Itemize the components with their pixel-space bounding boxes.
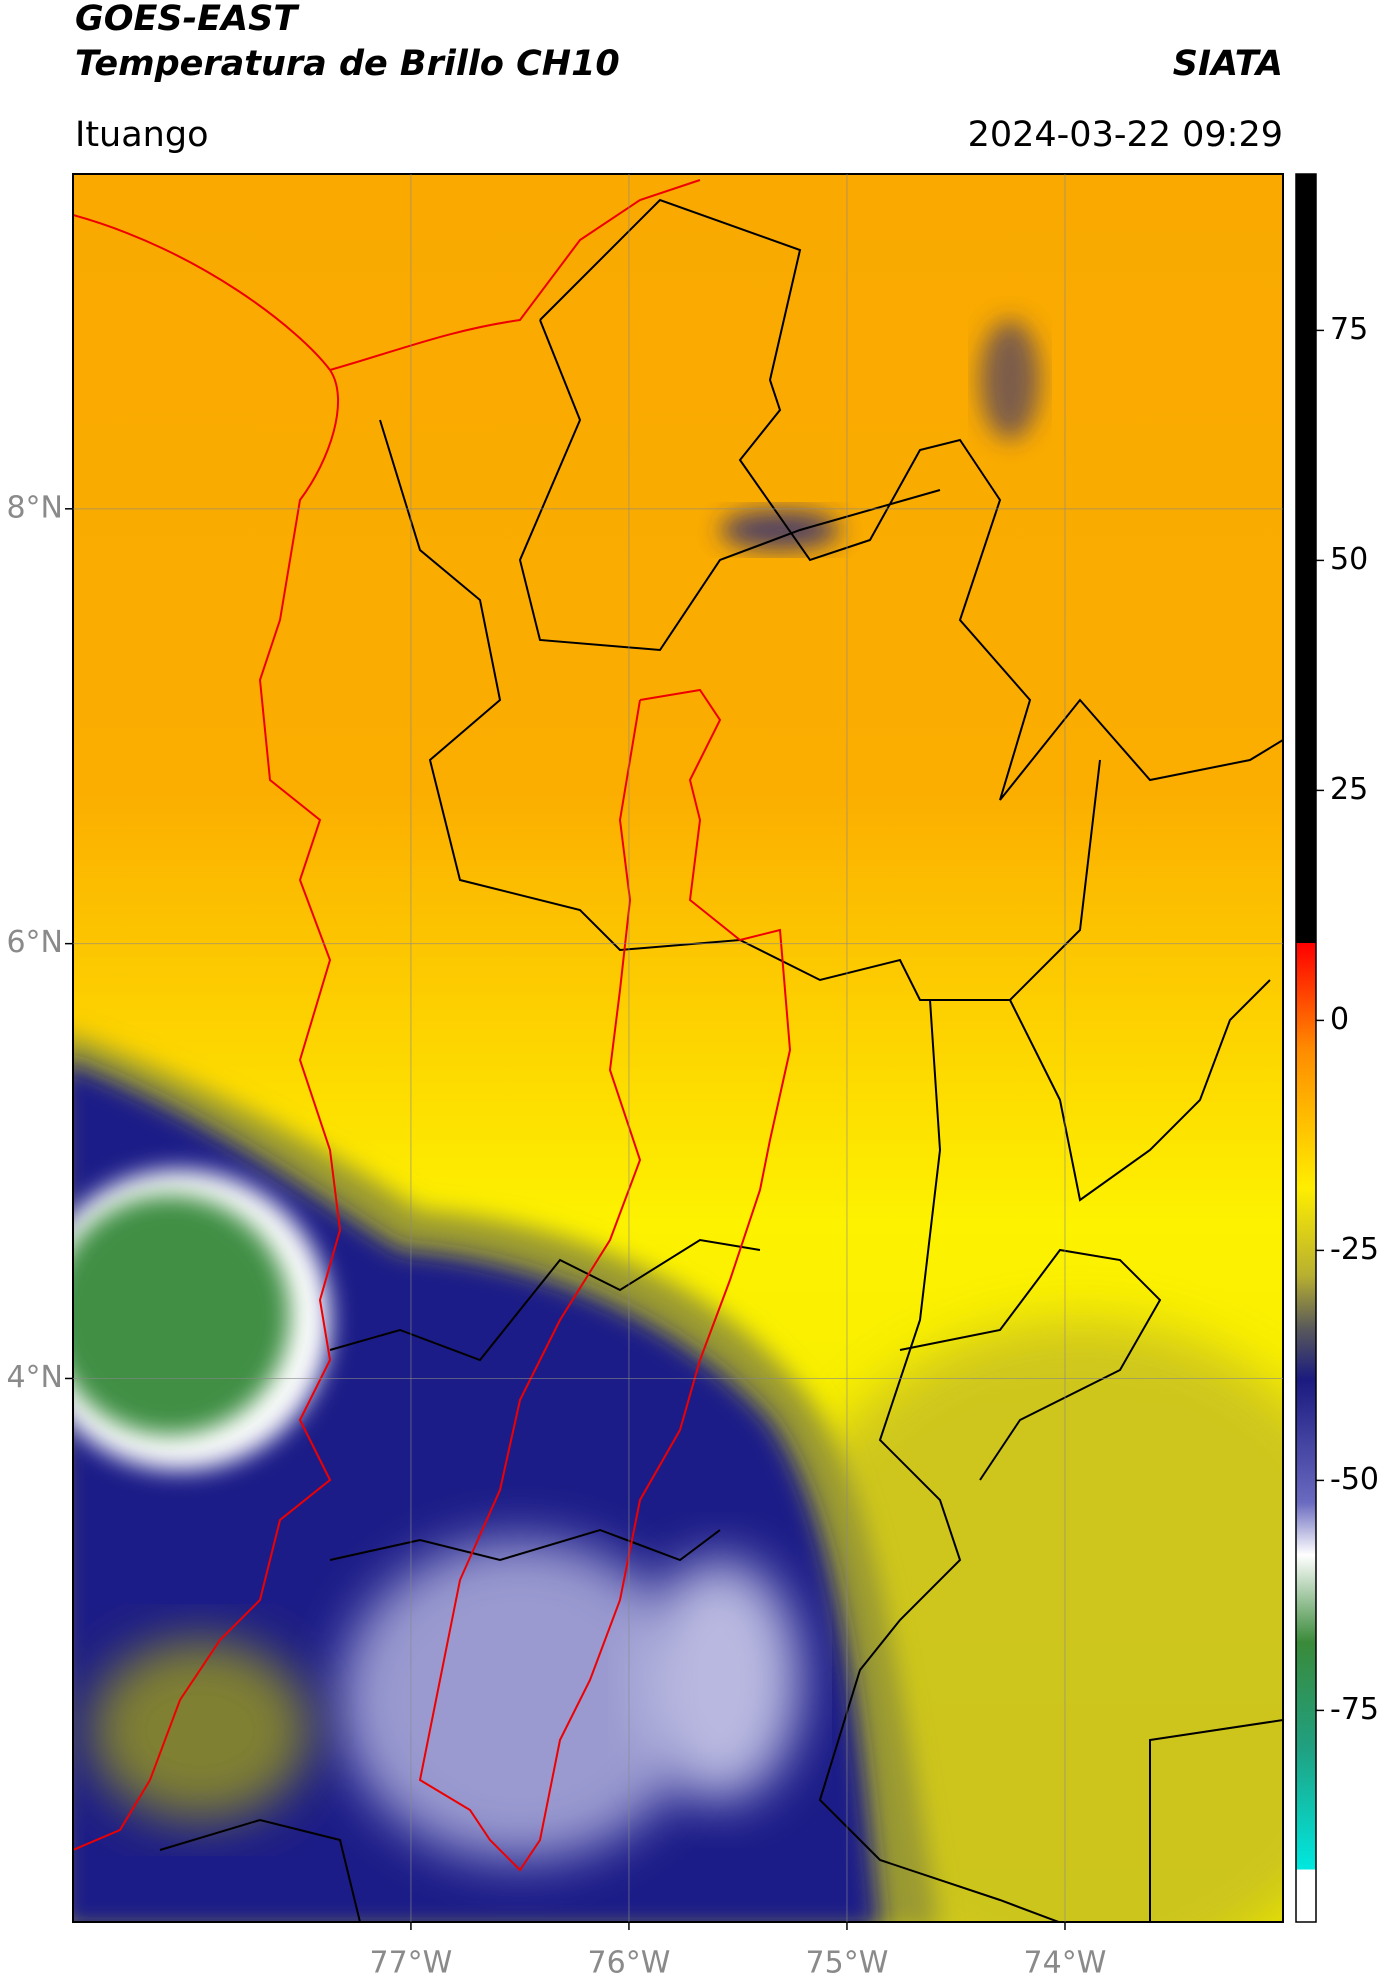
satellite-image	[73, 174, 1283, 1922]
x-tick-label: 77°W	[370, 1946, 453, 1981]
y-tick-label: 8°N	[6, 490, 63, 525]
x-tick-label: 74°W	[1024, 1946, 1107, 1981]
map-frame	[72, 173, 1284, 1923]
colorbar-tick-label: 50	[1330, 542, 1368, 577]
subtitle: Temperatura de Brillo CH10	[75, 44, 620, 84]
title: GOES-EAST	[75, 0, 300, 39]
y-tick-label: 4°N	[6, 1360, 63, 1395]
source: SIATA	[1173, 44, 1283, 84]
colorbar-tick-label: 75	[1330, 312, 1368, 347]
colorbar-tick-label: 0	[1330, 1002, 1349, 1037]
colorbar-tick-label: -50	[1330, 1462, 1379, 1497]
datetime: 2024-03-22 09:29	[968, 115, 1283, 155]
colorbar-ticks: 75 50 25 0 -25 -50 -75	[1316, 312, 1379, 1727]
location: Ituango	[75, 115, 209, 155]
colorbar	[1295, 173, 1317, 1923]
colorbar-tick-label: -25	[1330, 1232, 1379, 1267]
y-tick-label: 6°N	[6, 925, 63, 960]
x-tick-label: 76°W	[588, 1946, 671, 1981]
colorbar-tick-label: 25	[1330, 772, 1368, 807]
axes: 77°W 76°W 75°W 74°W 8°N 6°N 4°N	[6, 174, 1283, 1981]
x-tick-label: 75°W	[806, 1946, 889, 1981]
colorbar-tick-label: -75	[1330, 1692, 1379, 1727]
